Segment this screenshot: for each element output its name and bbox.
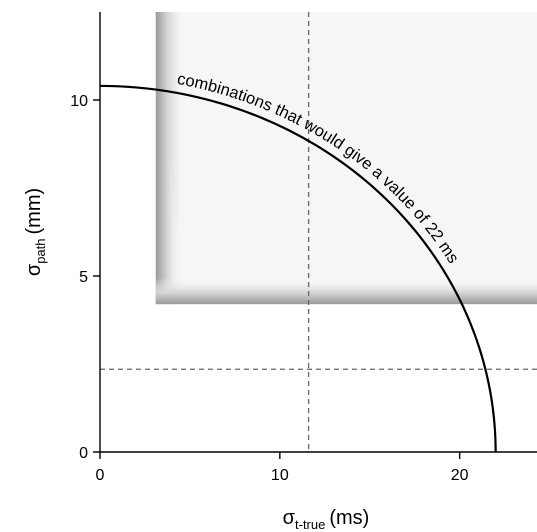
data-curve xyxy=(100,84,497,452)
shaded-corner xyxy=(155,12,182,279)
axes xyxy=(99,12,537,453)
y-tick-label: 0 xyxy=(79,445,88,462)
y-tick-label: 5 xyxy=(79,269,88,286)
shaded-region xyxy=(155,12,537,305)
ticks: 0 10 20 0 5 10 xyxy=(70,93,468,484)
x-axis-symbol: σ xyxy=(283,507,296,529)
x-axis-label: σt-true (ms) xyxy=(283,507,370,532)
y-axis-symbol: σ xyxy=(23,263,45,276)
y-tick-label: 10 xyxy=(70,93,88,110)
y-axis-label: σpath (mm) xyxy=(23,188,48,276)
x-axis-unit: (ms) xyxy=(329,507,369,529)
reference-lines xyxy=(100,12,537,452)
x-axis-subscript: t-true xyxy=(295,517,325,532)
x-tick-label: 10 xyxy=(271,467,289,484)
x-tick-label: 0 xyxy=(96,467,105,484)
shaded-fill xyxy=(155,12,537,305)
shaded-edge-horizontal xyxy=(155,278,537,305)
y-axis-unit: (mm) xyxy=(23,188,45,235)
curve-layer xyxy=(100,84,497,452)
x-tick-label: 20 xyxy=(451,467,469,484)
y-axis-subscript: path xyxy=(33,238,48,263)
